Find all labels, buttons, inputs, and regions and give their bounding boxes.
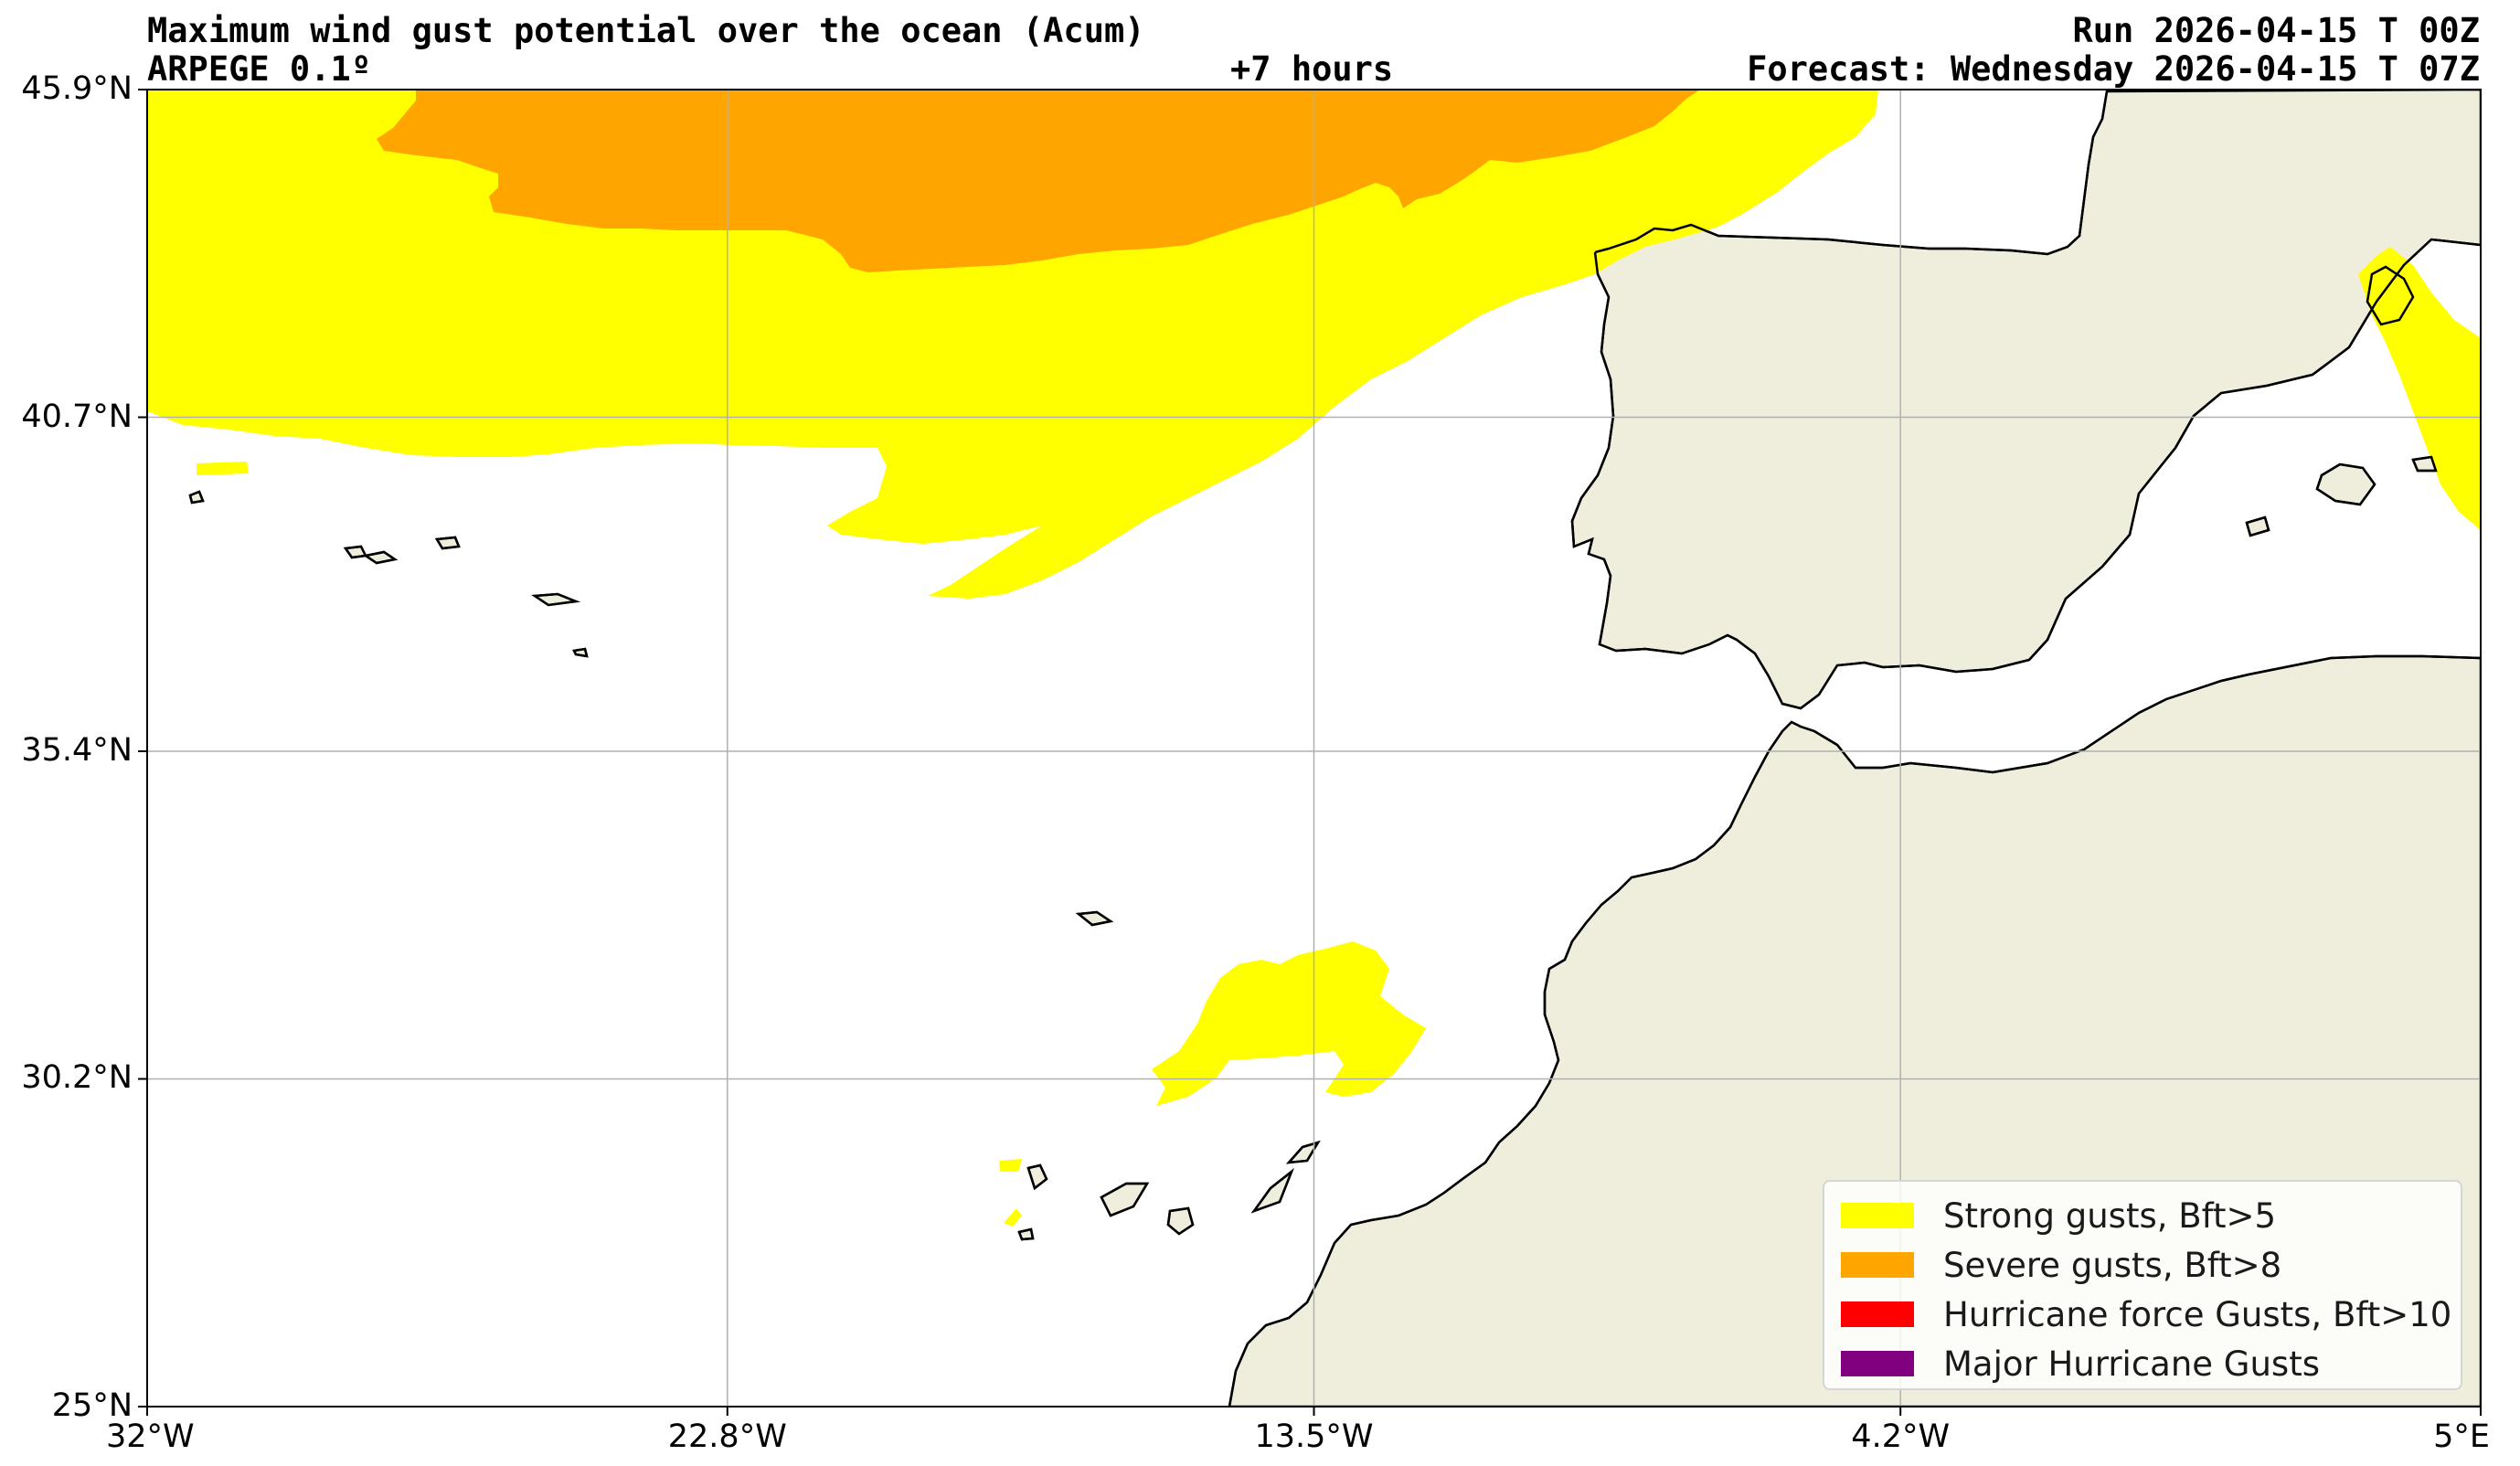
legend-swatch-severe bbox=[1841, 1252, 1914, 1278]
legend-item-severe: Severe gusts, Bft>8 bbox=[1841, 1242, 2281, 1288]
run-label: Run 2026-04-15 T 00Z bbox=[2072, 11, 2480, 50]
legend-swatch-strong bbox=[1841, 1203, 1914, 1228]
legend-item-hurricane: Hurricane force Gusts, Bft>10 bbox=[1841, 1291, 2451, 1337]
lon-tick-label: 32°W bbox=[106, 1418, 195, 1455]
gust-strong-mediterranean bbox=[2358, 247, 2481, 530]
legend-swatch-major-hurricane bbox=[1841, 1351, 1914, 1376]
lat-tick-label: 35.4°N bbox=[21, 731, 133, 769]
legend-item-major-hurricane: Major Hurricane Gusts bbox=[1841, 1341, 2320, 1386]
gust-strong-canary-patch-2 bbox=[1004, 1208, 1022, 1227]
lead-time-label: +7 hours bbox=[1230, 49, 1394, 89]
gust-severe-north-atlantic bbox=[377, 90, 1700, 272]
legend-label-severe: Severe gusts, Bft>8 bbox=[1943, 1245, 2282, 1285]
lat-tick-label: 30.2°N bbox=[21, 1059, 133, 1097]
coastline-north-africa bbox=[1228, 654, 2481, 1407]
model-label: ARPEGE 0.1º bbox=[147, 49, 372, 89]
lon-tick-label: 13.5°W bbox=[1254, 1418, 1374, 1455]
forecast-label: Forecast: Wednesday 2026-04-15 T 07Z bbox=[1747, 49, 2480, 89]
lat-tick-label: 45.9°N bbox=[21, 70, 133, 107]
lon-tick-label: 5°E bbox=[2433, 1418, 2490, 1455]
gust-strong-canary-patch-1 bbox=[999, 1159, 1022, 1172]
legend-label-hurricane: Hurricane force Gusts, Bft>10 bbox=[1943, 1294, 2452, 1334]
legend-label-strong: Strong gusts, Bft>5 bbox=[1943, 1195, 2277, 1236]
legend-item-strong: Strong gusts, Bft>5 bbox=[1841, 1193, 2276, 1238]
legend-swatch-hurricane bbox=[1841, 1301, 1914, 1327]
coastline-iberia bbox=[1570, 90, 2481, 710]
gust-strong-morocco-offshore bbox=[1152, 941, 1426, 1106]
map-title: Maximum wind gust potential over the oce… bbox=[147, 11, 1145, 50]
coastline-islands bbox=[188, 265, 2438, 1241]
lon-tick-label: 4.2°W bbox=[1851, 1418, 1951, 1455]
lon-tick-label: 22.8°W bbox=[667, 1418, 787, 1455]
map-frame bbox=[146, 89, 2482, 1408]
legend: Strong gusts, Bft>5 Severe gusts, Bft>8 … bbox=[1823, 1180, 2462, 1390]
gust-strong-small-patch bbox=[197, 462, 249, 475]
legend-label-major-hurricane: Major Hurricane Gusts bbox=[1943, 1344, 2320, 1384]
lat-tick-label: 25°N bbox=[51, 1387, 133, 1424]
lat-tick-label: 40.7°N bbox=[21, 398, 133, 435]
